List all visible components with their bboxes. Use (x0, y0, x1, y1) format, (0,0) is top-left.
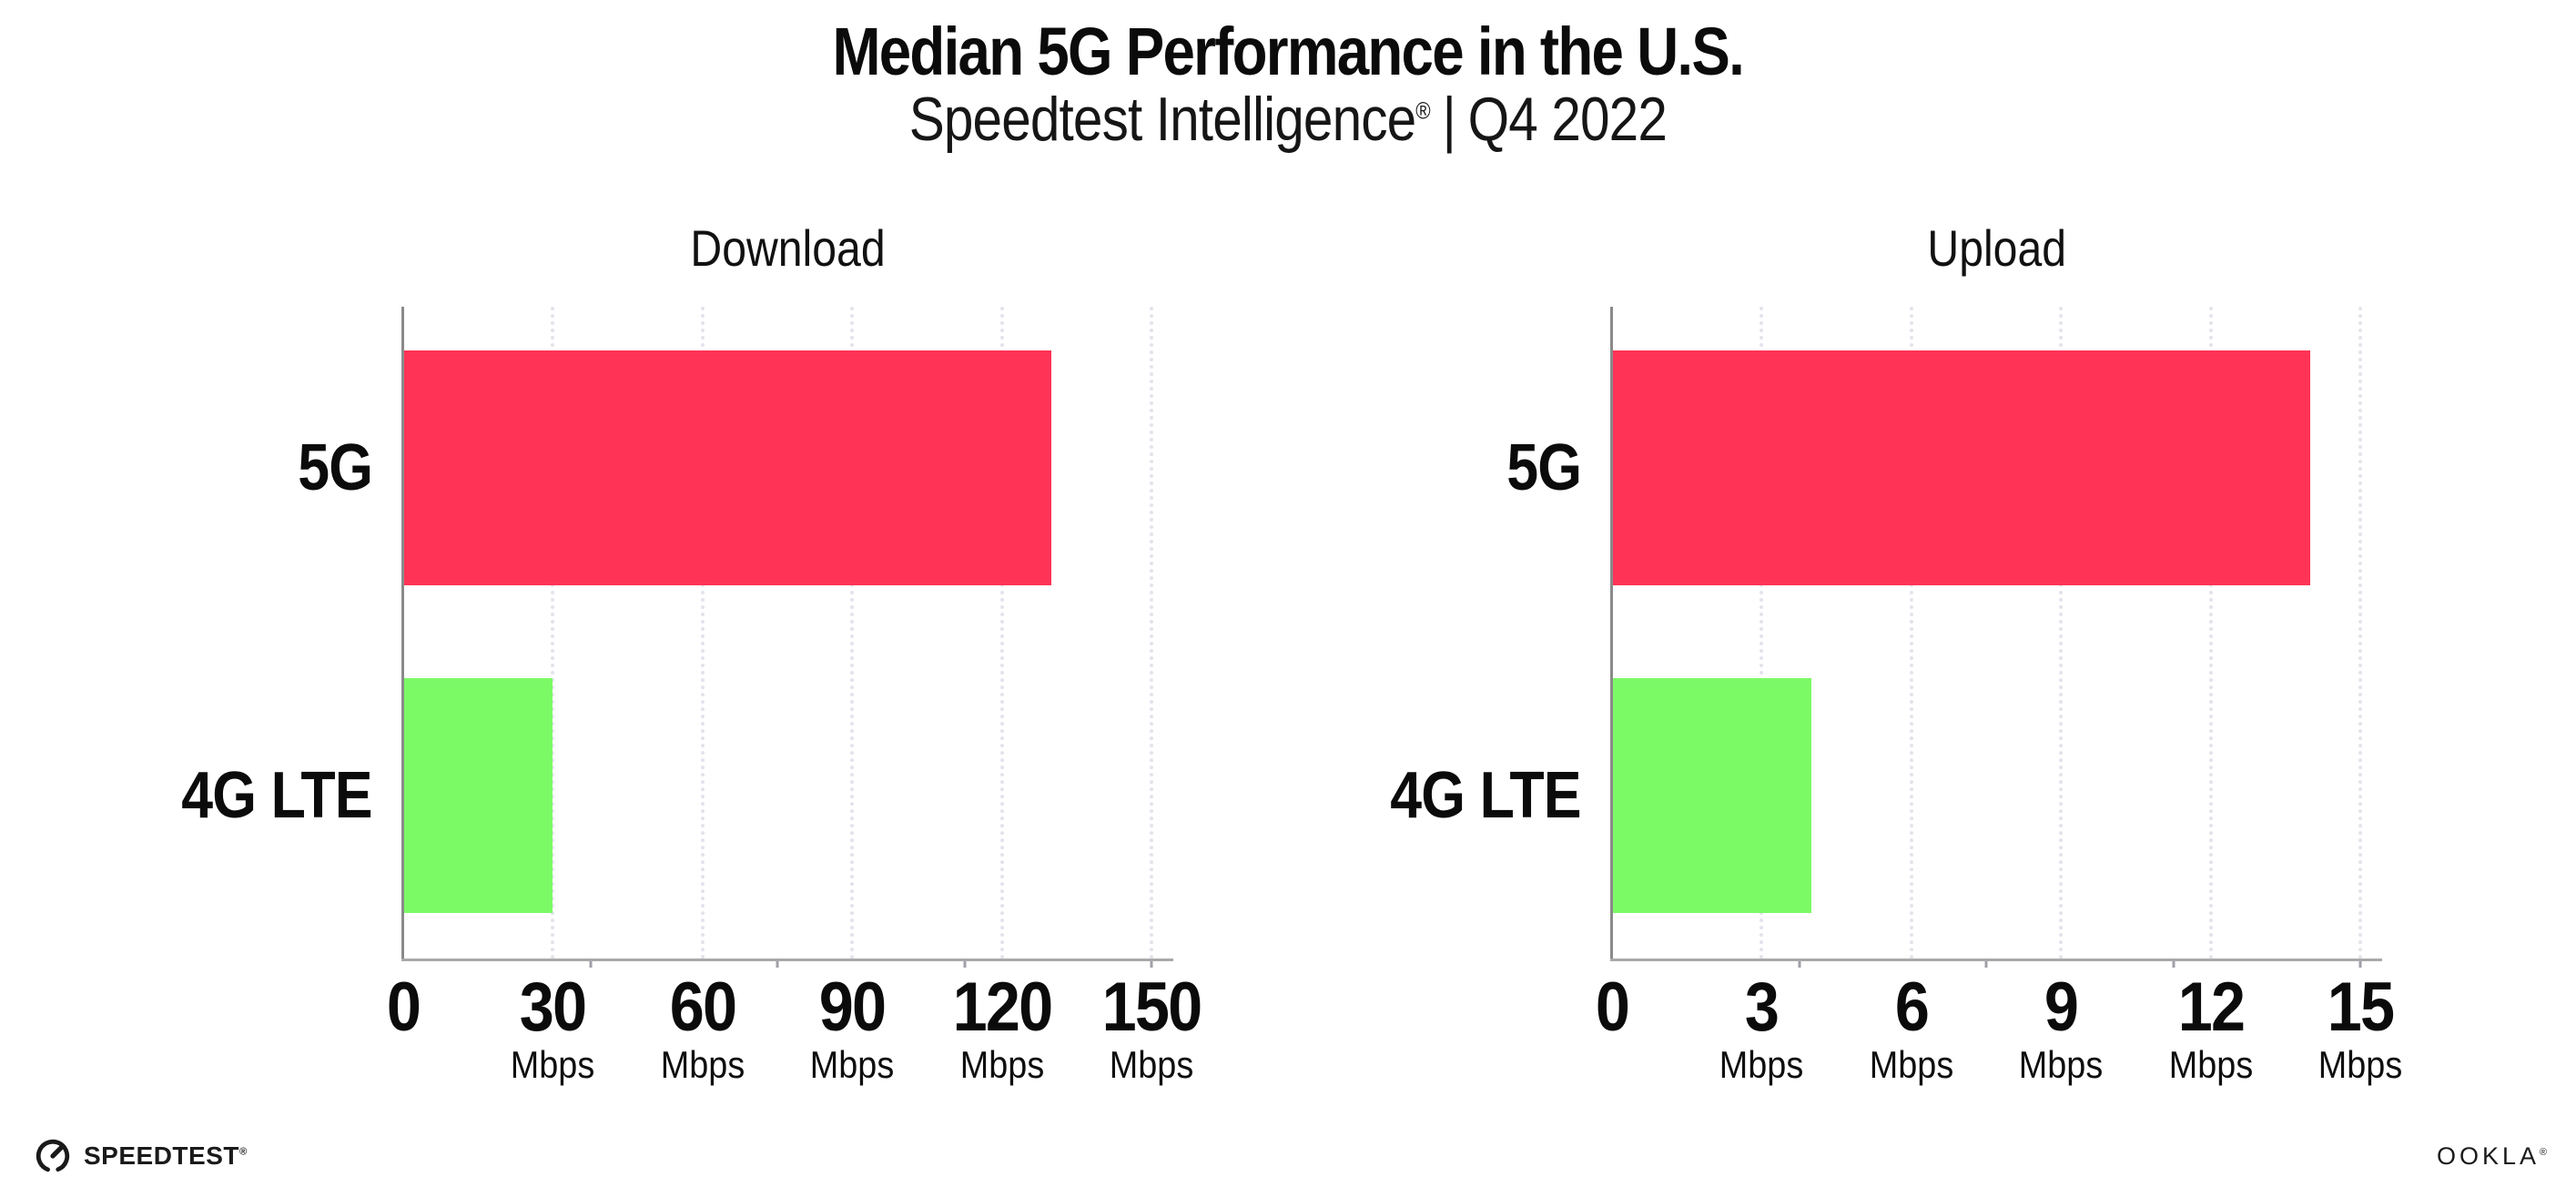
ookla-logo: OOKLA® (2437, 1140, 2547, 1174)
axis-tick (2172, 959, 2175, 968)
x-axis-line (401, 959, 1173, 961)
speedtest-gauge-icon (35, 1139, 70, 1173)
axis-tick (1150, 959, 1153, 968)
registered-mark: ® (1415, 98, 1430, 125)
x-tick-label-6: 6 (1894, 969, 1930, 1046)
gauge-needle (50, 1145, 64, 1159)
chart-title-download-text: Download (690, 219, 887, 277)
x-tick-label-12: 12 (2177, 969, 2245, 1046)
x-tick-label-15: 15 (2327, 969, 2395, 1046)
gridline-15 (2358, 307, 2362, 959)
speedtest-logo: SPEEDTEST® (33, 1134, 248, 1178)
gridline-90 (850, 307, 855, 959)
y-axis-spine (1610, 307, 1613, 959)
speedtest-trademark-symbol: ® (238, 1146, 248, 1158)
x-tick-unit-label-6: Mbps (1869, 1043, 1954, 1086)
gridline-60 (700, 307, 705, 959)
axis-tick (1984, 959, 1988, 968)
gridline-12 (2208, 307, 2213, 959)
upload-chart: Upload 5G 4G LTE 0 3 Mbps 6 Mbps 9 Mbps 12 Mbps 15 M… (1391, 220, 2403, 1084)
axis-tick (2358, 959, 2362, 968)
subtitle-period: Q4 2022 (1467, 85, 1668, 154)
subtitle-text: Speedtest Intelligence® | Q4 2022 (908, 85, 1668, 154)
x-tick-unit-label-60: Mbps (660, 1043, 745, 1086)
download-chart: Download 5G 4G LTE 0 30 Mbps 60 Mbps 90 Mbps 120 M… (182, 220, 1203, 1084)
gridline-30 (551, 307, 555, 959)
ookla-wordmark: OOKLA (2436, 1142, 2541, 1170)
bar-4g-lte (1612, 678, 1812, 913)
category-label-5g: 5G (298, 431, 373, 504)
subtitle-brand: Speedtest Intelligence (908, 85, 1416, 154)
axis-tick (589, 959, 592, 968)
x-tick-unit-label-150: Mbps (1109, 1043, 1194, 1086)
category-label-5g: 5G (1506, 431, 1582, 504)
x-tick-unit-label-12: Mbps (2168, 1043, 2253, 1086)
chart-title-download: Download (403, 220, 1173, 277)
x-tick-label-0: 0 (1595, 969, 1630, 1046)
x-tick-unit-label-3: Mbps (1719, 1043, 1804, 1086)
x-tick-label-90: 90 (818, 969, 887, 1046)
x-tick-unit-label-9: Mbps (2018, 1043, 2104, 1086)
axis-tick (776, 959, 779, 968)
subtitle-divider: | (1442, 85, 1456, 154)
axis-tick (963, 959, 966, 968)
gridline-120 (999, 307, 1004, 959)
x-tick-label-3: 3 (1745, 969, 1780, 1046)
x-tick-label-60: 60 (669, 969, 737, 1046)
y-axis-spine (401, 307, 404, 959)
chart-title-upload-text: Upload (1927, 219, 2067, 277)
chart-title-upload: Upload (1612, 220, 2382, 277)
gridline-6 (1909, 307, 1913, 959)
x-tick-unit-label-90: Mbps (809, 1043, 895, 1086)
x-tick-unit-label-15: Mbps (2317, 1043, 2403, 1086)
x-tick-label-30: 30 (520, 969, 587, 1046)
x-axis-line (1610, 959, 2382, 961)
page-title-text: Median 5G Performance in the U.S. (832, 14, 1745, 89)
x-tick-label-9: 9 (2044, 969, 2079, 1046)
gridline-9 (2059, 307, 2064, 959)
x-tick-unit-label-30: Mbps (511, 1043, 595, 1086)
gridline-3 (1760, 307, 1764, 959)
bar-5g (403, 350, 1052, 585)
x-tick-label-0: 0 (386, 969, 421, 1046)
category-label-4g-lte: 4G LTE (1390, 759, 1582, 832)
subtitle: Speedtest Intelligence® | Q4 2022 (0, 86, 2576, 154)
axis-tick (1798, 959, 1800, 968)
x-tick-label-120: 120 (952, 969, 1053, 1046)
category-label-4g-lte: 4G LTE (181, 759, 373, 832)
ookla-registered-symbol: ® (2540, 1147, 2547, 1158)
x-tick-label-150: 150 (1101, 969, 1203, 1046)
speedtest-wordmark: SPEEDTEST® (84, 1143, 248, 1169)
gridline-150 (1150, 307, 1153, 959)
page-title: Median 5G Performance in the U.S. (0, 14, 2576, 89)
bar-5g (1612, 350, 2311, 585)
x-tick-unit-label-120: Mbps (959, 1043, 1044, 1086)
bar-4g-lte (403, 678, 553, 913)
speedtest-wordmark-text: SPEEDTEST (84, 1141, 239, 1170)
